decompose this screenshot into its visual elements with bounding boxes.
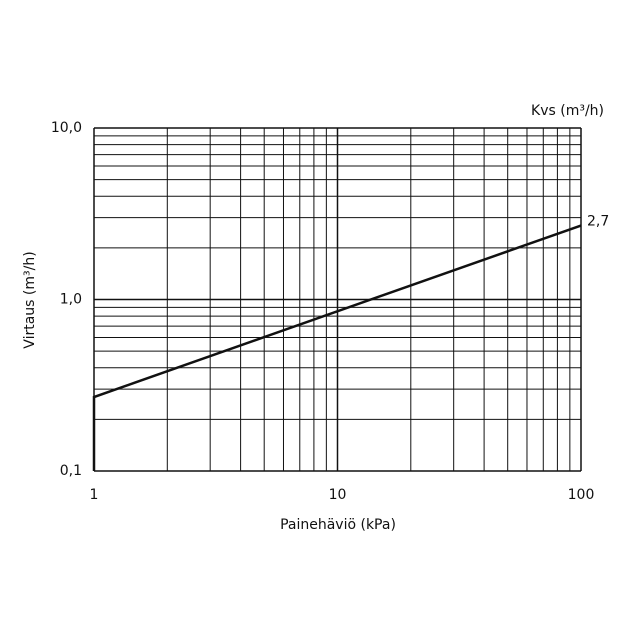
y-tick-label: 1,0 bbox=[60, 292, 82, 308]
x-tick-label: 10 bbox=[329, 487, 347, 503]
x-tick-label: 100 bbox=[568, 487, 595, 503]
x-axis-label: Painehäviö (kPa) bbox=[280, 517, 396, 533]
data-label: 2,7 bbox=[587, 214, 609, 230]
y-tick-label: 0,1 bbox=[60, 463, 82, 479]
annotation: Kvs (m³/h) bbox=[531, 103, 604, 119]
y-tick-label: 10,0 bbox=[51, 120, 82, 136]
x-tick-label: 1 bbox=[90, 487, 99, 503]
series-line bbox=[92, 224, 582, 471]
y-axis-label: Virtaus (m³/h) bbox=[22, 251, 38, 348]
